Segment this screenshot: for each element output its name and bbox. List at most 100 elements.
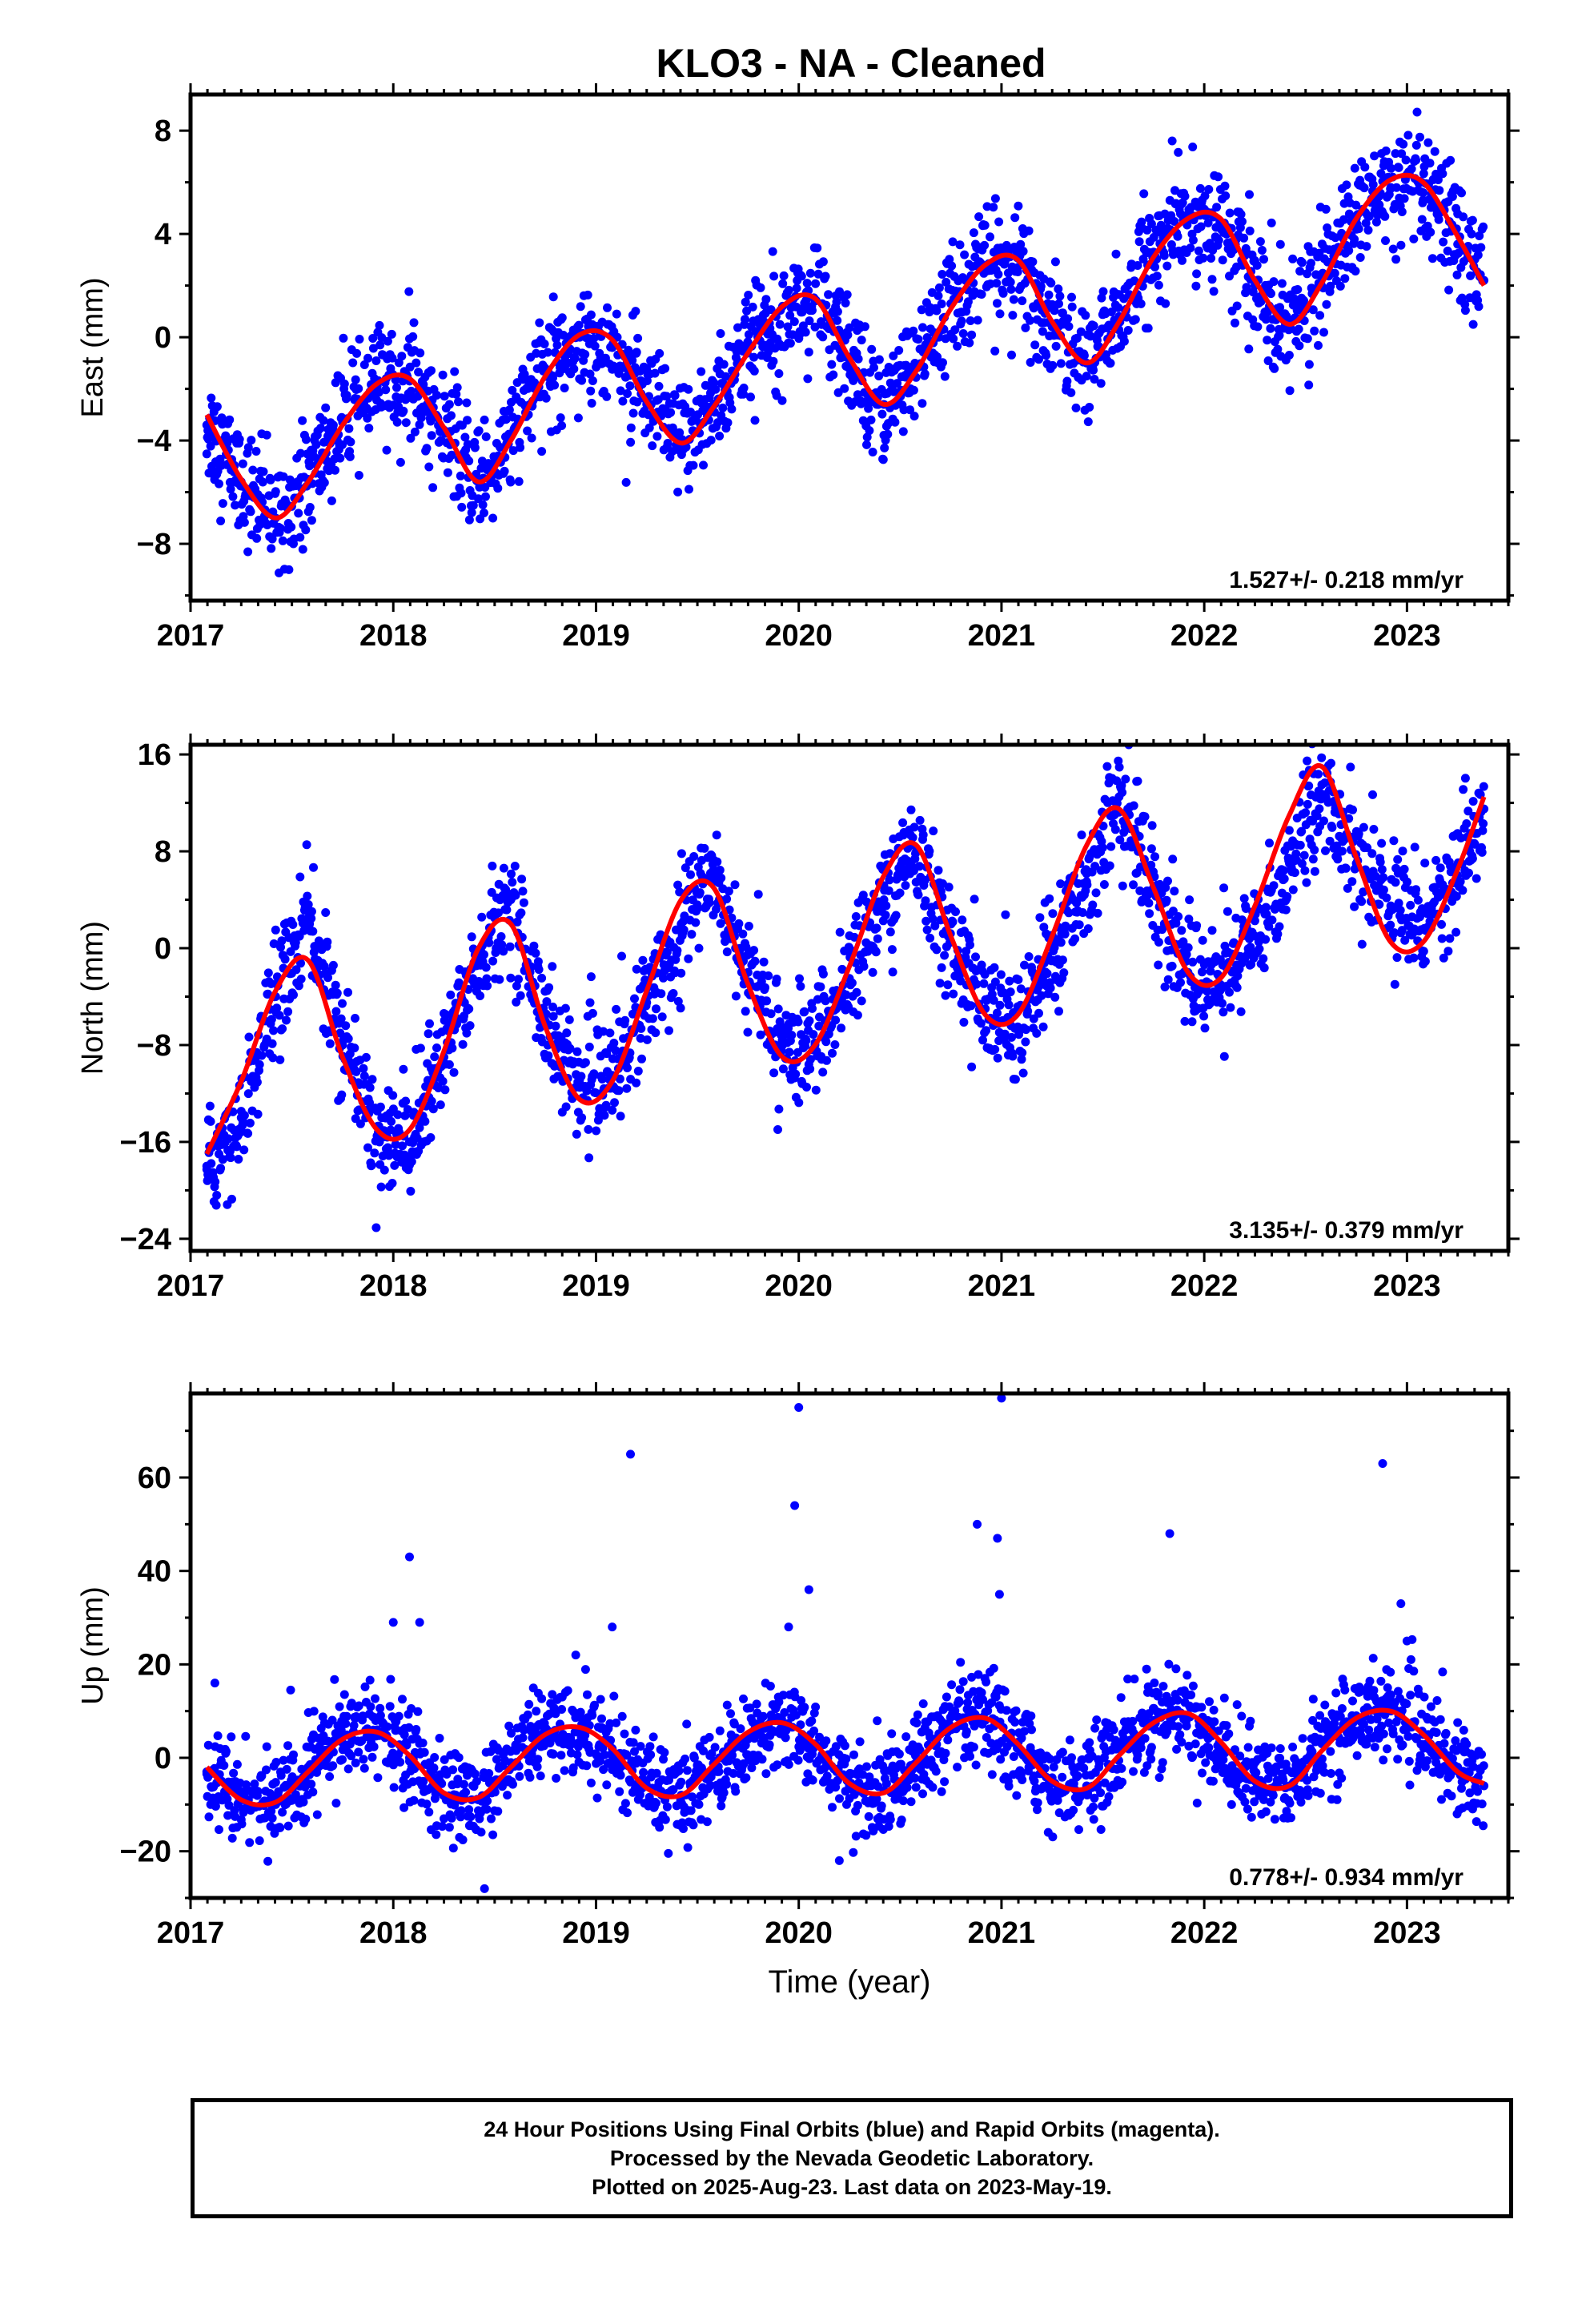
position-point <box>495 975 504 984</box>
position-point <box>1389 836 1399 846</box>
position-point <box>216 517 226 525</box>
position-point <box>330 1675 339 1684</box>
position-point <box>1321 846 1330 855</box>
position-point <box>383 336 392 346</box>
position-point <box>1098 287 1108 296</box>
position-point <box>1018 296 1027 306</box>
position-point <box>415 420 424 429</box>
position-point <box>543 348 552 357</box>
position-point <box>1018 1068 1028 1078</box>
position-point <box>1074 920 1084 930</box>
position-point <box>818 332 828 342</box>
position-point <box>738 929 748 939</box>
position-point <box>257 1771 267 1781</box>
position-point <box>1129 801 1138 810</box>
position-point <box>974 212 984 222</box>
position-point <box>227 1732 236 1742</box>
position-point <box>953 341 962 351</box>
position-point <box>972 979 982 989</box>
position-point <box>605 1028 615 1038</box>
position-point <box>585 998 595 1007</box>
position-point <box>998 288 1008 298</box>
position-point <box>465 1021 475 1031</box>
position-point <box>1290 868 1299 878</box>
position-point <box>512 917 522 927</box>
position-point <box>977 290 986 299</box>
position-point <box>1143 324 1153 333</box>
position-point <box>223 438 232 448</box>
position-point <box>681 863 690 873</box>
position-point <box>576 1072 586 1081</box>
y-axis-label: East (mm) <box>76 277 110 417</box>
position-point <box>628 1009 637 1019</box>
position-point <box>1091 888 1101 898</box>
y-tick-label: −4 <box>137 424 171 458</box>
position-point <box>966 940 974 950</box>
data-point <box>404 1137 414 1147</box>
position-point <box>359 1763 369 1773</box>
position-point <box>940 951 950 960</box>
position-point <box>1420 858 1430 868</box>
position-point <box>450 367 460 376</box>
position-point <box>406 433 416 443</box>
position-point <box>1368 790 1377 799</box>
plot-area <box>202 1393 1489 1893</box>
position-point <box>1134 237 1144 247</box>
position-point <box>464 1004 474 1014</box>
position-point <box>488 513 498 523</box>
position-point <box>1059 968 1069 978</box>
position-point <box>467 508 476 517</box>
position-point <box>796 982 805 991</box>
position-point <box>716 329 725 338</box>
position-point <box>422 444 432 453</box>
position-point <box>859 962 869 971</box>
position-point <box>1474 302 1484 312</box>
position-point <box>909 412 919 421</box>
position-point <box>289 990 298 999</box>
position-point <box>499 863 508 873</box>
position-point <box>773 1004 783 1014</box>
position-point <box>520 369 529 379</box>
position-point <box>1078 908 1087 917</box>
position-point <box>1266 324 1275 333</box>
position-point <box>857 996 866 1006</box>
position-point <box>1028 257 1038 267</box>
position-point <box>391 1140 400 1149</box>
position-point <box>1150 262 1159 271</box>
position-point <box>934 283 944 292</box>
position-point <box>1322 300 1331 309</box>
position-point <box>1245 226 1255 235</box>
position-point <box>276 1771 286 1780</box>
position-point <box>801 328 810 337</box>
position-point <box>548 962 557 971</box>
position-point <box>227 1833 237 1843</box>
position-point <box>1452 891 1461 901</box>
y-tick-label: −16 <box>120 1126 171 1160</box>
position-point <box>1333 854 1343 864</box>
position-point <box>1300 866 1310 875</box>
position-point <box>436 1100 445 1110</box>
position-point <box>1293 285 1303 294</box>
position-point <box>577 376 587 385</box>
position-point <box>831 1015 841 1025</box>
position-point <box>551 1021 560 1031</box>
position-point <box>1375 200 1384 210</box>
position-point <box>1225 208 1235 218</box>
position-point <box>1438 169 1447 179</box>
position-point <box>1464 806 1473 816</box>
position-point <box>406 1187 416 1196</box>
position-point <box>769 1068 779 1078</box>
position-point <box>1357 897 1367 907</box>
position-point <box>457 502 467 512</box>
position-point <box>1231 318 1239 328</box>
position-point <box>1038 327 1047 336</box>
position-point <box>1199 253 1208 263</box>
position-point <box>967 1062 977 1072</box>
position-point <box>1054 299 1063 308</box>
position-point <box>1110 825 1120 834</box>
position-point <box>510 862 520 870</box>
position-point <box>1098 843 1107 852</box>
position-point <box>884 886 893 895</box>
panel-north: 2017 2018 2019 2020 2021 2022 2023−24−16−80816… <box>76 734 1520 1303</box>
position-point <box>934 291 943 300</box>
